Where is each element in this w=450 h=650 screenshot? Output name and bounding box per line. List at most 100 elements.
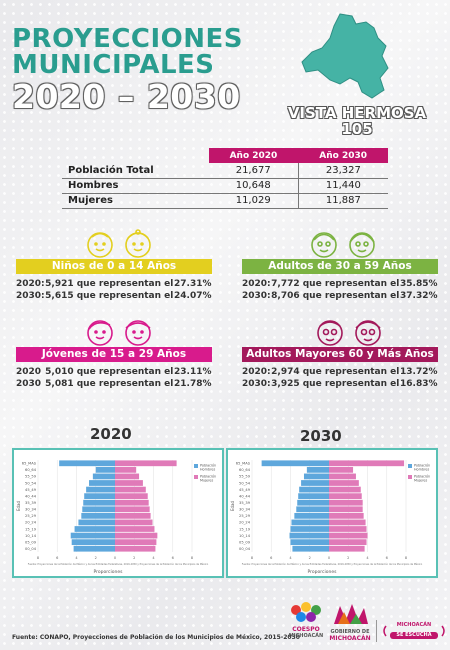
x-tick-label: 2	[133, 556, 135, 560]
header-2020: Año 2020	[208, 148, 299, 163]
bar-hombres	[303, 473, 329, 480]
coespo-logo	[291, 602, 321, 622]
row-value-2020: 21,677	[208, 163, 299, 179]
row-value-2020: 10,648	[208, 178, 299, 194]
banner-jovenes: Jóvenes de 15 a 29 Años	[16, 347, 212, 362]
line-text: 2,974 que representan el	[271, 367, 400, 377]
bar-hombres	[298, 493, 329, 500]
y-tick-label: 25_29	[25, 514, 37, 518]
x-tick-label: 0	[328, 556, 330, 560]
bar-hombres	[294, 512, 329, 519]
jovenes-line-2030: 2030 5,081 que representan el	[16, 379, 173, 389]
y-tick-label: 20_24	[25, 521, 37, 525]
year-label: 2030:	[16, 291, 45, 301]
michoacan-label: MICHOACÁN	[329, 635, 371, 642]
bar-mujeres	[115, 506, 150, 513]
title-line-2: MUNICIPALES	[12, 50, 215, 80]
municipality-map	[301, 13, 389, 99]
bar-hombres	[299, 486, 329, 493]
y-tick-label: 60_64	[25, 468, 37, 472]
x-tick-label: 4	[152, 556, 155, 560]
banner-adultos: Adultos de 30 a 59 Años	[242, 259, 438, 274]
legend-label-mujeres: Población	[414, 475, 430, 479]
x-tick-label: 2	[95, 556, 97, 560]
y-tick-label: 60_64	[239, 468, 251, 472]
header-2030: Año 2030	[298, 148, 388, 163]
x-tick-label: 4	[75, 556, 78, 560]
table-row: Población Total 21,677 23,327	[62, 163, 388, 179]
y-tick-label: 30_34	[25, 508, 37, 512]
legend-label-mujeres: Población	[200, 475, 216, 479]
bar-hombres	[292, 545, 329, 552]
row-label: Población Total	[62, 163, 209, 179]
bar-hombres	[290, 539, 329, 546]
pyramid-title-2020: 2020	[90, 425, 132, 443]
bar-hombres	[78, 519, 115, 526]
bar-mujeres	[329, 532, 368, 539]
bar-mujeres	[115, 539, 157, 546]
bar-mujeres	[329, 506, 363, 513]
bar-mujeres	[115, 460, 177, 467]
banner-ninos: Niños de 0 a 14 Años	[16, 259, 212, 274]
bar-mujeres	[329, 460, 405, 467]
bar-hombres	[95, 466, 115, 473]
legend-label-mujeres-2: Mujeres	[414, 479, 428, 483]
bar-hombres	[291, 519, 329, 526]
bar-hombres	[71, 539, 115, 546]
ninos-pct-2020: 27.31%	[174, 279, 212, 289]
legend-label-mujeres-2: Mujeres	[200, 479, 214, 483]
x-tick-label: 2	[309, 556, 311, 560]
population-table: Año 2020 Año 2030 Población Total 21,677…	[62, 148, 388, 209]
year-label: 2020:	[242, 279, 271, 289]
coespo-label: COESPO	[292, 626, 320, 633]
gobierno-label: GOBIERNO DE	[330, 629, 370, 635]
y-tick-label: 45_49	[25, 488, 37, 492]
bar-mujeres	[329, 480, 359, 486]
bar-mujeres	[115, 526, 155, 532]
bar-hombres	[84, 493, 115, 500]
y-tick-label: 15_19	[239, 527, 251, 531]
x-tick-label: 6	[56, 556, 58, 560]
row-value-2030: 11,440	[297, 178, 388, 194]
pyramid-chart-2030: 8 6 4 2 0 2 4 6 8 00_04 05_09 10_14 15_19 20_24 25_29 3…	[226, 448, 438, 578]
municipality-name: VISTA HERMOSA 105	[262, 105, 450, 138]
adultos-line-2030: 2030: 8,706 que representan el	[242, 291, 399, 301]
elders-icon	[317, 320, 381, 346]
y-tick-label: 50_54	[239, 481, 251, 485]
bar-hombres	[89, 480, 115, 486]
x-tick-label: 6	[386, 556, 388, 560]
year-label: 2030:	[242, 291, 271, 301]
bar-mujeres	[329, 545, 365, 552]
bar-hombres	[296, 506, 329, 513]
michoacan-se-escucha-logo	[383, 625, 445, 639]
bar-hombres	[86, 486, 115, 493]
logo-divider	[376, 620, 377, 642]
x-tick-label: 8	[191, 556, 193, 560]
bar-hombres	[92, 473, 115, 480]
chart-note: Fuente: Proyecciones de la Población de …	[242, 563, 423, 566]
y-tick-label: 20_24	[239, 521, 251, 525]
x-tick-label: 8	[251, 556, 253, 560]
line-text: 8,706 que representan el	[271, 291, 400, 301]
bar-mujeres	[329, 526, 367, 532]
mayores-pct-2020: 13.72%	[400, 367, 438, 377]
bar-hombres	[59, 460, 115, 467]
bar-hombres	[301, 480, 329, 486]
jovenes-pct-2020: 23.11%	[174, 367, 212, 377]
bar-mujeres	[115, 545, 156, 552]
pyramid-svg-2020: 8 6 4 2 0 2 4 6 8 00_04 05_09 10_14 15_19 20_24 25_29 3…	[16, 460, 216, 575]
x-axis-label: Proporciones	[94, 569, 124, 575]
legend-swatch-hombres	[408, 464, 412, 468]
bar-mujeres	[115, 493, 148, 500]
bar-mujeres	[329, 499, 363, 506]
table-row: Mujeres 11,029 11,887	[62, 193, 388, 209]
mayores-pct-2030: 16.83%	[400, 379, 438, 389]
municipality-code: 105	[341, 119, 373, 138]
footer-source: Fuente: CONAPO, Proyecciones de Població…	[12, 634, 300, 641]
x-tick-label: 2	[347, 556, 349, 560]
children-icon	[87, 229, 151, 258]
year-label: 2020	[16, 367, 42, 377]
x-tick-label: 4	[289, 556, 292, 560]
ninos-pct-2030: 24.07%	[174, 291, 212, 301]
year-label: 2020:	[242, 367, 271, 377]
